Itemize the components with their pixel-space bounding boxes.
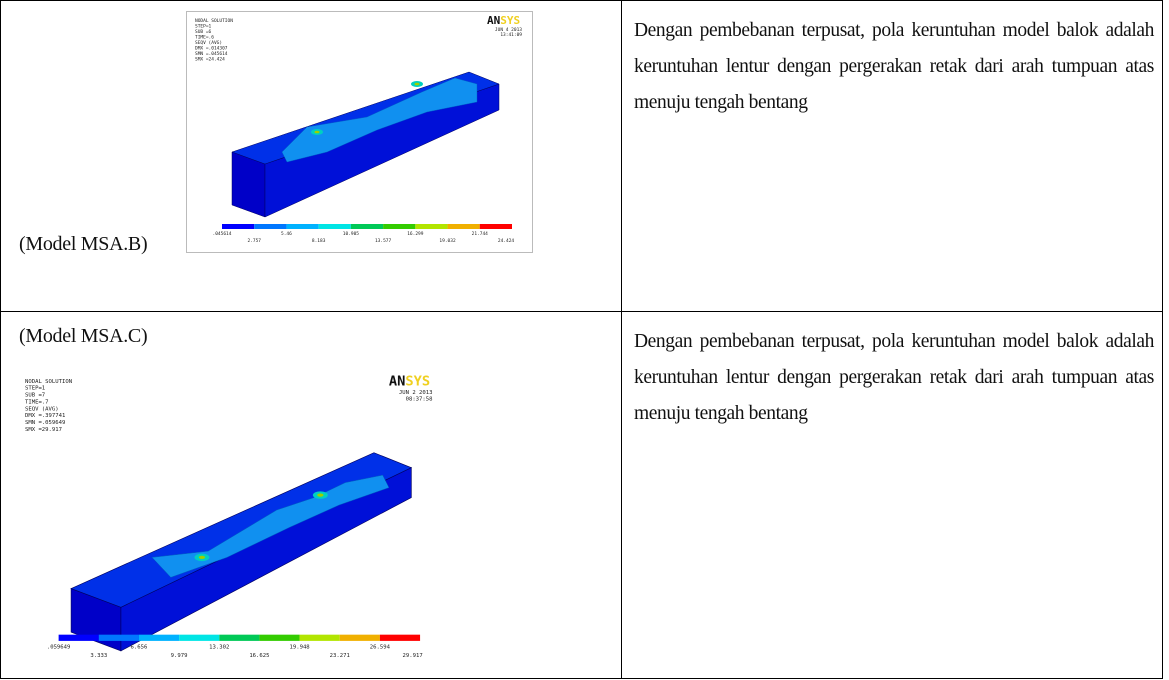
legend-swatch [380, 635, 420, 641]
legend-value: 8.183 [312, 238, 326, 244]
legend-value: 16.625 [249, 653, 269, 659]
legend-swatch [286, 224, 318, 229]
figure-header-line: STEP=1 [195, 24, 212, 30]
stress-core [199, 556, 205, 559]
figure-header-line: SMN =.059649 [25, 420, 65, 426]
legend-value: .045614 [213, 231, 232, 237]
legend-swatch [351, 224, 383, 229]
description: Dengan pembebanan terpusat, pola keruntu… [634, 324, 1154, 432]
page: NODAL SOLUTIONSTEP=1SUB =6TIME=.6SEQV (A… [0, 0, 1169, 680]
description-cell: Dengan pembebanan terpusat, pola keruntu… [622, 1, 1163, 312]
figure-header-line: DMX =.014307 [195, 46, 228, 52]
legend-value: 6.656 [131, 644, 148, 650]
legend-value: 26.594 [370, 644, 391, 650]
figure-time: 08:37:58 [406, 396, 434, 402]
logo-part: SYS [500, 14, 520, 27]
legend-swatch [480, 224, 512, 229]
legend-value: 9.979 [171, 653, 188, 659]
legend-value: 23.271 [330, 653, 350, 659]
stress-core [415, 83, 420, 86]
legend-value: .059649 [47, 644, 71, 650]
figure-header-line: TIME=.6 [195, 35, 214, 41]
logo-part: AN [389, 373, 406, 389]
model-label: (Model MSA.C) [19, 325, 147, 348]
figure-header-line: SEQV (AVG) [195, 40, 222, 46]
legend-swatch [340, 635, 380, 641]
legend-swatch [219, 635, 259, 641]
legend-swatch [415, 224, 447, 229]
legend-swatch [383, 224, 415, 229]
legend-value: 10.905 [343, 231, 360, 237]
figure-header-line: SUB =7 [25, 393, 45, 399]
legend-swatch [254, 224, 286, 229]
stress-core [315, 131, 320, 134]
figure-header-line: STEP=1 [25, 386, 45, 392]
figure-header-line: SEQV (AVG) [25, 406, 59, 412]
figure-header-line: NODAL SOLUTION [195, 18, 233, 24]
result-table: NODAL SOLUTIONSTEP=1SUB =6TIME=.6SEQV (A… [0, 0, 1163, 679]
figure-header-line: SMX =29.917 [25, 427, 62, 433]
legend-swatch [319, 224, 351, 229]
logo-part: AN [487, 14, 500, 27]
model-label: (Model MSA.B) [19, 233, 147, 256]
legend-value: 5.46 [281, 231, 292, 237]
legend-swatch [300, 635, 340, 641]
description: Dengan pembebanan terpusat, pola keruntu… [634, 13, 1154, 121]
legend-value: 19.032 [439, 238, 456, 244]
legend-swatch [99, 635, 139, 641]
legend-value: 29.917 [402, 653, 422, 659]
logo-part: SYS [405, 373, 430, 389]
legend-swatch [259, 635, 299, 641]
legend-value: 2.757 [247, 238, 261, 244]
logo: ANSYS [487, 14, 520, 27]
legend-swatch [59, 635, 99, 641]
legend-value: 24.424 [498, 238, 515, 244]
figure-header-line: SMX =24.424 [195, 57, 225, 63]
legend-value: 16.299 [407, 231, 424, 237]
legend-swatch [139, 635, 179, 641]
figure-header-line: TIME=.7 [25, 399, 49, 405]
stress-core [317, 493, 323, 496]
legend-value: 21.744 [472, 231, 489, 237]
legend-value: 13.577 [375, 238, 392, 244]
figure-header-line: SUB =6 [195, 29, 212, 35]
figure-time: 13:41:09 [500, 32, 522, 38]
figure-date: JUN 2 2013 [399, 390, 433, 396]
figure-header-line: NODAL SOLUTION [25, 379, 72, 385]
legend-value: 19.948 [289, 644, 310, 650]
legend-value: 13.302 [209, 644, 229, 650]
legend-swatch [179, 635, 219, 641]
figure-header-line: SMN =.045614 [195, 51, 228, 57]
description-cell: Dengan pembebanan terpusat, pola keruntu… [622, 312, 1163, 679]
logo: ANSYS [389, 373, 430, 389]
figure-header-line: DMX =.397741 [25, 413, 65, 419]
legend-swatch [222, 224, 254, 229]
legend-swatch [448, 224, 480, 229]
legend-value: 3.333 [90, 653, 107, 659]
